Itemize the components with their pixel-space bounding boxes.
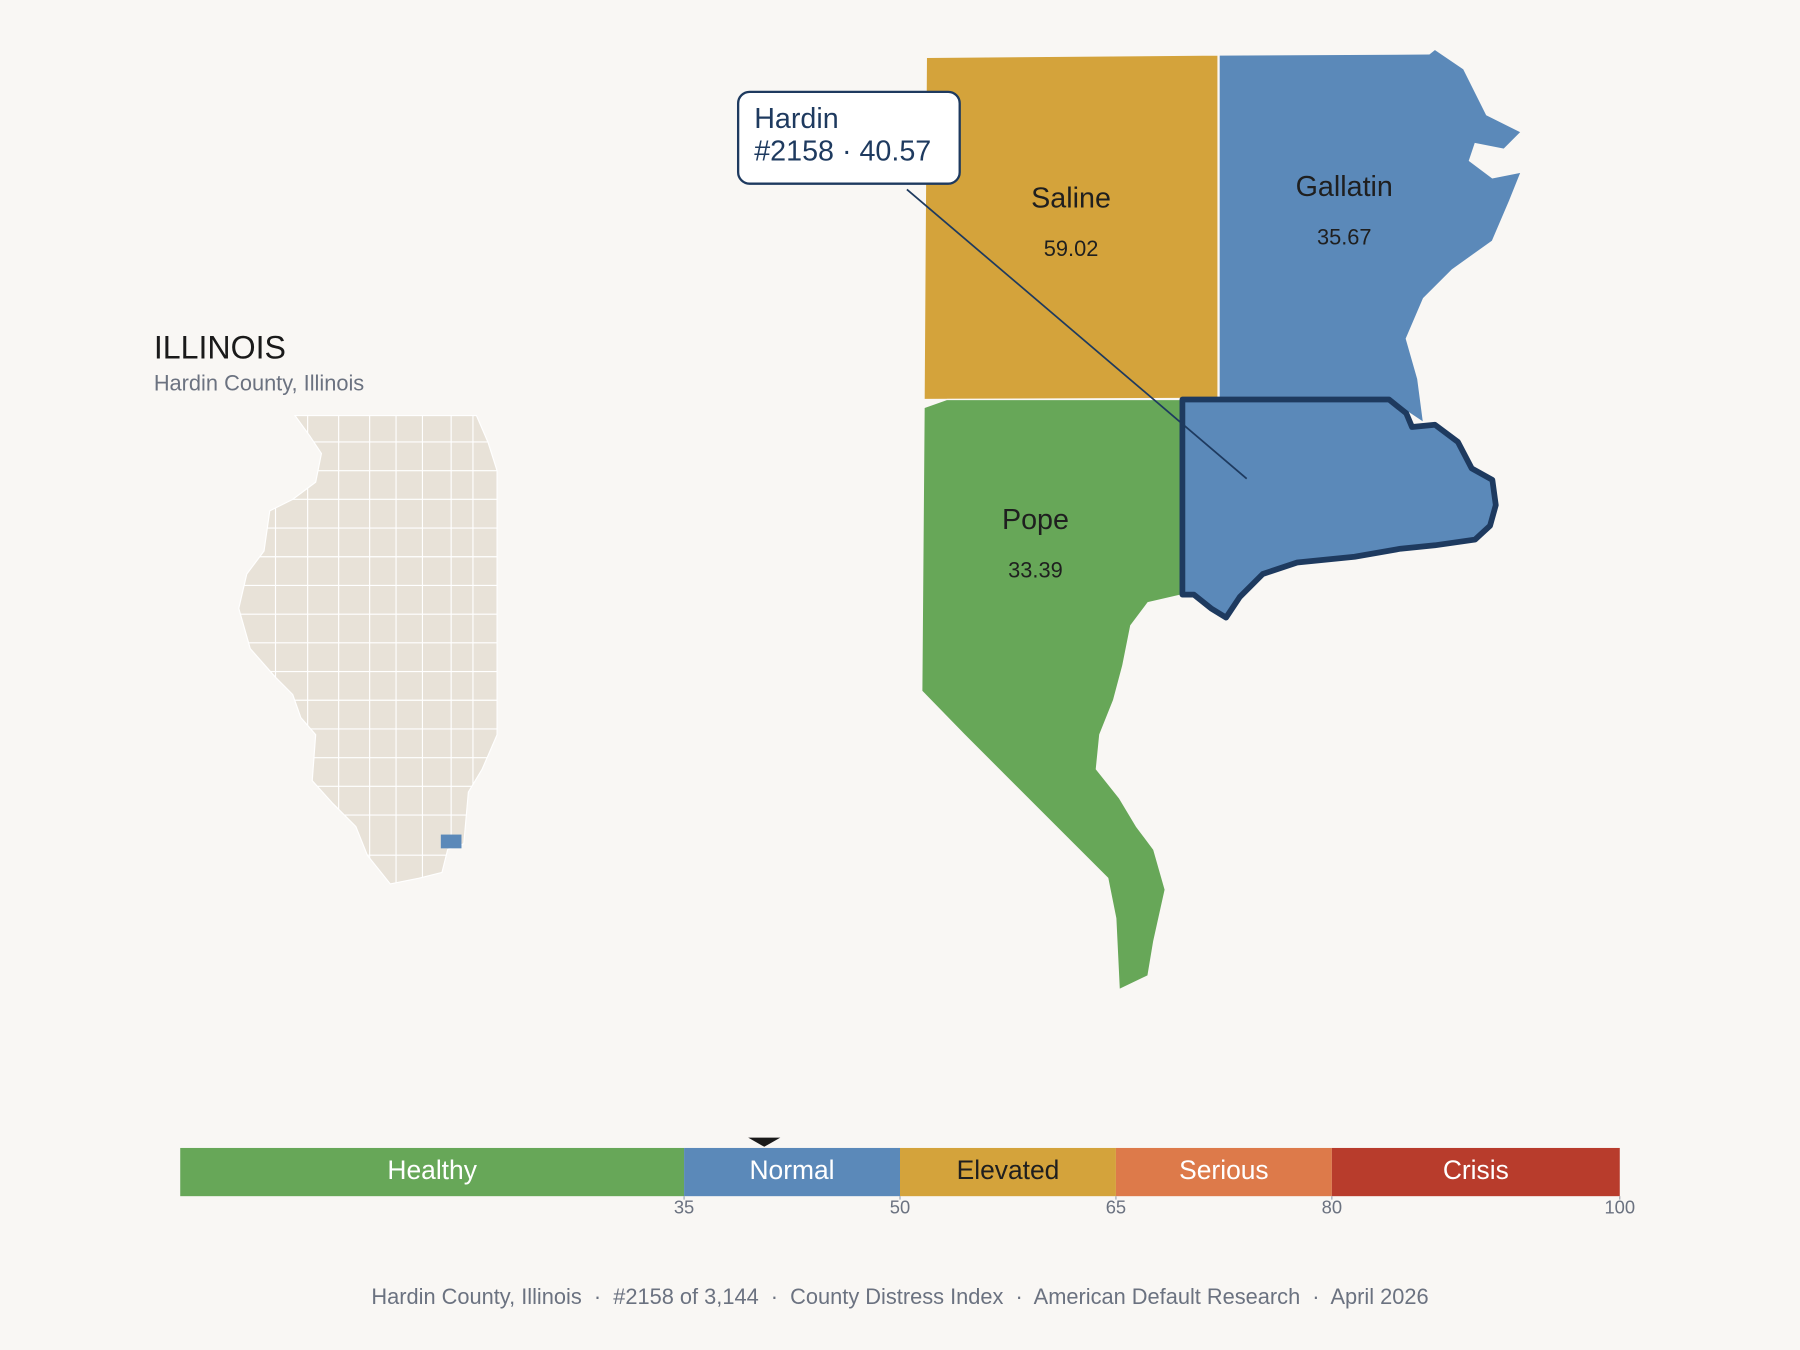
tooltip-box xyxy=(736,90,961,185)
county-value: 59.02 xyxy=(1044,236,1099,261)
state-highlight xyxy=(440,834,462,849)
tooltip-title: Hardin xyxy=(754,103,839,135)
county xyxy=(921,398,1183,991)
footer: Hardin County, Illinois · #2158 of 3,144… xyxy=(371,1284,1428,1309)
county-borders xyxy=(238,415,498,884)
legend: Healthy Normal Elevated Serious Crisis 35 50 65… xyxy=(180,1137,1635,1218)
tooltip-detail: #2158 · 40.57 xyxy=(754,135,931,167)
legend-label: Serious xyxy=(1179,1155,1268,1185)
county-map: Saline 59.02 Gallatin 35.67 Pope 33.39 xyxy=(921,48,1523,991)
tick-label: 100 xyxy=(1604,1197,1635,1218)
county-name: Gallatin xyxy=(1296,171,1393,203)
legend-label: Healthy xyxy=(387,1155,477,1185)
legend-band xyxy=(180,1147,685,1197)
legend-band xyxy=(1331,1147,1620,1197)
state-shape xyxy=(238,414,498,885)
tooltip: Hardin #2158 · 40.57 xyxy=(736,90,1248,480)
value-marker xyxy=(748,1137,781,1147)
legend-band xyxy=(1115,1147,1332,1197)
county-name: Pope xyxy=(1002,504,1069,536)
state-title: ILLINOIS xyxy=(154,330,286,366)
county-value: 35.67 xyxy=(1317,225,1372,250)
tick-label: 50 xyxy=(890,1197,910,1218)
county xyxy=(1218,48,1523,424)
tick-label: 80 xyxy=(1322,1197,1342,1218)
tooltip-leader xyxy=(906,188,1248,480)
county-value: 33.39 xyxy=(1008,557,1063,582)
tick-label: 35 xyxy=(674,1197,694,1218)
legend-band xyxy=(900,1147,1116,1197)
legend-label: Crisis xyxy=(1443,1155,1509,1185)
legend-label: Normal xyxy=(750,1155,835,1185)
county-name: Saline xyxy=(1031,182,1111,214)
legend-label: Elevated xyxy=(957,1155,1060,1185)
legend-band xyxy=(684,1147,900,1197)
county xyxy=(923,54,1219,401)
tick-label: 65 xyxy=(1106,1197,1126,1218)
subtitle: Hardin County, Illinois xyxy=(154,370,364,395)
selected-county xyxy=(1179,396,1499,621)
state-inset xyxy=(238,414,498,885)
